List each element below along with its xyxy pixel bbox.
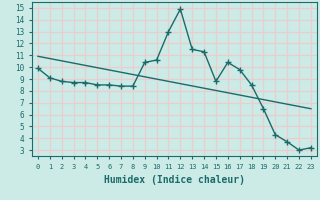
X-axis label: Humidex (Indice chaleur): Humidex (Indice chaleur): [104, 175, 245, 185]
